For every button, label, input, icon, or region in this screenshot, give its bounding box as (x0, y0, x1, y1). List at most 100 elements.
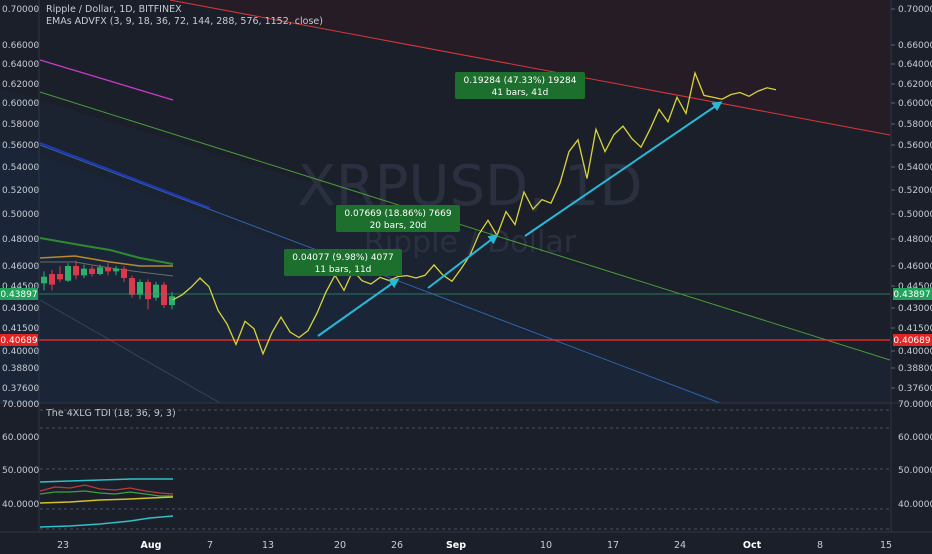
left-price-tick: 0.60000 (2, 99, 39, 109)
left-price-tick: 0.54000 (2, 163, 39, 173)
measurement-1[interactable]: 0.04077 (9.98%) 4077 11 bars, 11d (284, 249, 402, 276)
right-price-tick: 0.48000 (898, 235, 932, 245)
svg-text:0.40689: 0.40689 (893, 336, 930, 346)
candle-body (161, 284, 167, 306)
right-price-axis[interactable]: 0.70000 0.66000 0.64000 0.62000 0.60000 0.580… (891, 5, 932, 394)
left-price-tick: 0.66000 (2, 41, 39, 51)
candle-body (113, 268, 119, 272)
right-price-tick: 0.40000 (898, 347, 932, 357)
svg-text:0.40689: 0.40689 (0, 336, 37, 346)
candle-body (169, 296, 175, 306)
left-tdi-tick: 40.0000 (2, 500, 39, 510)
tdi-lines (39, 409, 890, 530)
indicator-label: EMAs ADVFX (3, 9, 18, 36, 72, 144, 288, … (46, 16, 323, 27)
support-badge-right: 0.40689 (893, 334, 932, 346)
current-price-badge-left: 0.43897 (0, 288, 38, 300)
time-axis[interactable]: 23 Aug 7 13 20 26 Sep 10 17 24 Oct 8 15 (57, 540, 892, 551)
left-price-tick: 0.62000 (2, 80, 39, 90)
arrow-3 (524, 101, 723, 237)
candle-body (153, 284, 159, 298)
tdi-red-line (39, 484, 174, 495)
left-price-tick: 0.41500 (2, 324, 39, 334)
measurement-1-line1: 0.04077 (9.98%) 4077 (292, 253, 393, 263)
svg-text:0.43897: 0.43897 (0, 290, 37, 300)
right-price-tick: 0.52000 (898, 186, 932, 196)
time-tick: 24 (674, 540, 686, 550)
right-price-tick: 0.60000 (898, 99, 932, 109)
candle-body (41, 276, 47, 284)
price-line (172, 70, 777, 356)
candle-body (121, 268, 127, 278)
arrow-1 (317, 278, 400, 337)
time-tick: 26 (391, 540, 403, 550)
lower-pane-axis[interactable]: 70.0000 70.0000 60.0000 60.0000 50.0000 50.00… (2, 400, 932, 510)
orange-ema-line (39, 255, 173, 267)
left-price-tick: 0.37600 (2, 384, 39, 394)
right-price-tick: 0.37600 (898, 384, 932, 394)
left-price-tick: 0.44500 (2, 282, 39, 292)
mid-channel-shade (0, 88, 890, 403)
current-price-badge-right: 0.43897 (893, 288, 932, 300)
time-tick: 20 (334, 540, 346, 550)
left-price-tick: 0.48000 (2, 235, 39, 245)
candle-body (105, 267, 111, 272)
time-tick: Oct (743, 540, 762, 550)
arrow-2 (427, 234, 499, 289)
tdi-yellow-line (39, 496, 174, 504)
left-price-tick: 0.43000 (2, 304, 39, 314)
right-price-tick: 0.58000 (898, 120, 932, 130)
candle-body (57, 274, 63, 280)
left-price-tick: 0.58000 (2, 120, 39, 130)
measurement-3[interactable]: 0.19284 (47.33%) 19284 41 bars, 41d (455, 72, 585, 99)
time-tick: 13 (262, 540, 274, 550)
candle-body (145, 282, 151, 300)
right-tdi-tick: 40.0000 (898, 500, 932, 510)
right-price-tick: 0.50000 (898, 210, 932, 220)
time-tick: 7 (207, 540, 213, 550)
right-price-tick: 0.38800 (898, 364, 932, 374)
left-price-tick: 0.56000 (2, 141, 39, 151)
candles (41, 260, 175, 310)
measurement-2-line1: 0.07669 (18.86%) 7669 (344, 209, 451, 219)
blue-ema-segment (39, 142, 211, 209)
right-tdi-tick: 50.0000 (898, 466, 932, 476)
candle-body (81, 268, 87, 276)
left-tdi-tick: 70.0000 (2, 400, 39, 410)
left-tdi-tick: 50.0000 (2, 466, 39, 476)
left-price-tick: 0.50000 (2, 210, 39, 220)
right-price-tick: 0.43000 (898, 304, 932, 314)
right-price-tick: 0.46000 (898, 262, 932, 272)
mid-channel-line (39, 91, 891, 361)
candle-body (49, 274, 55, 285)
right-tdi-tick: 70.0000 (898, 400, 932, 410)
lower-guide-line (39, 299, 221, 404)
left-price-tick: 0.38800 (2, 364, 39, 374)
measurement-1-line2: 11 bars, 11d (315, 265, 372, 275)
right-price-tick: 0.56000 (898, 141, 932, 151)
right-price-tick: 0.41500 (898, 324, 932, 334)
candle-body (97, 267, 103, 274)
left-price-tick: 0.52000 (2, 186, 39, 196)
time-tick: 15 (880, 540, 892, 550)
right-price-tick: 0.70000 (898, 5, 932, 15)
time-tick: Aug (141, 540, 162, 550)
left-price-tick: 0.70000 (2, 5, 39, 15)
measurement-3-line2: 41 bars, 41d (492, 88, 549, 98)
tdi-green-line (39, 490, 173, 497)
tdi-upper-band (39, 478, 173, 483)
green-ema-line (39, 237, 174, 265)
left-tdi-tick: 60.0000 (2, 433, 39, 443)
time-tick: 23 (57, 540, 69, 550)
right-price-tick: 0.64000 (898, 60, 932, 70)
measurement-2[interactable]: 0.07669 (18.86%) 7669 20 bars, 20d (336, 205, 460, 232)
right-price-tick: 0.44500 (898, 282, 932, 292)
time-tick: 17 (607, 540, 619, 550)
left-price-axis[interactable]: 0.70000 0.66000 0.64000 0.62000 0.60000 0.580… (2, 5, 39, 394)
left-price-tick: 0.64000 (2, 60, 39, 70)
time-tick: 8 (817, 540, 823, 550)
right-price-tick: 0.66000 (898, 41, 932, 51)
measurement-2-line2: 20 bars, 20d (370, 221, 427, 231)
left-price-tick: 0.40000 (2, 347, 39, 357)
